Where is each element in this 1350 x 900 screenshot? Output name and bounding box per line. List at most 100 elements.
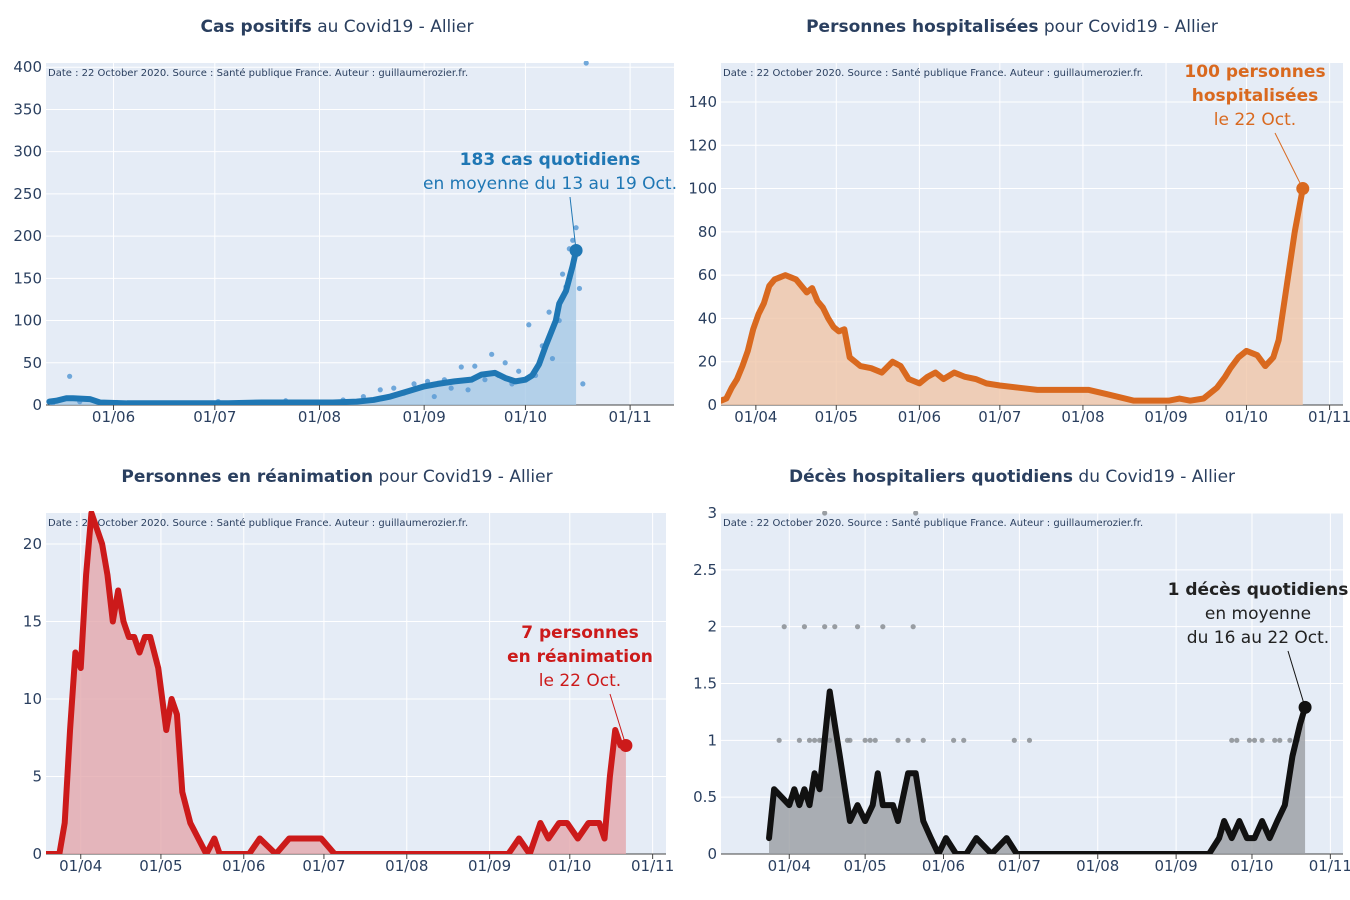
chart-rea: 01/04 01/05 01/06 01/07 01/08 01/09 01/10 01/11… bbox=[23, 511, 674, 875]
y-tick-label: 0.5 bbox=[693, 788, 717, 806]
x-tick-label: 01/05 bbox=[844, 857, 887, 875]
plot-area bbox=[721, 63, 1343, 405]
data-point bbox=[401, 390, 407, 396]
data-point bbox=[583, 61, 589, 66]
chart-deces: 01/04 01/05 01/06 01/07 01/08 01/09 01/10 01/11… bbox=[693, 504, 1350, 875]
data-point bbox=[1229, 737, 1235, 743]
data-point bbox=[411, 381, 417, 387]
annotation-arrow bbox=[1274, 132, 1304, 189]
source-note: Date : 22 October 2020. Source : Santé p… bbox=[723, 517, 1143, 529]
x-tick-label: 01/08 bbox=[1061, 408, 1104, 426]
data-point bbox=[509, 381, 515, 387]
x-tick-label: 01/05 bbox=[139, 857, 182, 875]
y-tick-label: 20 bbox=[23, 535, 42, 553]
data-point bbox=[448, 385, 454, 391]
y-tick-label: 100 bbox=[13, 312, 42, 330]
y-tick-label: 200 bbox=[13, 227, 42, 245]
data-point bbox=[819, 737, 825, 743]
data-point bbox=[283, 398, 289, 404]
data-point bbox=[489, 351, 495, 357]
data-point bbox=[556, 317, 562, 324]
x-tick-label: 01/09 bbox=[403, 408, 446, 426]
data-point bbox=[391, 385, 397, 391]
data-point bbox=[1011, 737, 1017, 743]
annotation-marker bbox=[1296, 182, 1310, 196]
y-tick-label: 0 bbox=[707, 845, 717, 863]
data-point bbox=[905, 737, 911, 743]
data-point bbox=[482, 377, 488, 383]
y-tick-label: 80 bbox=[698, 223, 717, 241]
series-area bbox=[769, 691, 1306, 854]
y-tick-label: 120 bbox=[688, 136, 717, 154]
data-point bbox=[360, 393, 366, 400]
data-point bbox=[844, 737, 851, 743]
x-tick-label: 01/07 bbox=[978, 408, 1021, 426]
plot-area bbox=[721, 513, 1343, 854]
data-point bbox=[50, 400, 56, 405]
data-point bbox=[880, 624, 886, 630]
annotation-text: en moyenne du 13 au 19 Oct. bbox=[423, 174, 677, 194]
series-line bbox=[766, 688, 1309, 854]
data-point bbox=[895, 737, 901, 743]
x-tick-label: 01/09 bbox=[468, 857, 511, 875]
y-tick-label: 350 bbox=[13, 100, 42, 118]
series-area bbox=[721, 188, 1303, 405]
data-point bbox=[502, 360, 508, 366]
y-tick-label: 60 bbox=[698, 266, 717, 284]
data-point bbox=[961, 737, 967, 743]
data-point bbox=[776, 737, 782, 743]
y-tick-label: 300 bbox=[13, 143, 42, 161]
x-tick-label: 01/06 bbox=[222, 857, 265, 875]
data-point bbox=[546, 309, 552, 315]
y-tick-label: 20 bbox=[698, 353, 717, 371]
x-tick-label: 01/11 bbox=[631, 857, 674, 875]
data-point bbox=[570, 237, 576, 243]
x-tick-label: 01/11 bbox=[1309, 857, 1350, 875]
x-tick-label: 01/04 bbox=[734, 408, 777, 426]
y-tick-label: 250 bbox=[13, 185, 42, 203]
plot-series bbox=[766, 511, 1309, 854]
x-tick-label: 01/10 bbox=[1225, 408, 1268, 426]
data-point bbox=[847, 737, 853, 743]
annotation-text: le 22 Oct. bbox=[539, 671, 621, 691]
annotation-arrow bbox=[1287, 650, 1306, 708]
plot-series bbox=[721, 185, 1306, 405]
annotation-text: 7 personnes bbox=[521, 623, 638, 643]
data-point bbox=[832, 624, 838, 630]
data-point bbox=[532, 372, 539, 379]
data-point bbox=[580, 381, 586, 387]
data-point bbox=[811, 737, 818, 743]
data-point bbox=[822, 511, 828, 516]
x-tick-label: 01/07 bbox=[193, 408, 236, 426]
data-point bbox=[340, 397, 346, 403]
plot-series bbox=[46, 511, 629, 854]
data-point bbox=[573, 225, 579, 231]
data-point bbox=[1277, 737, 1283, 743]
data-point bbox=[526, 322, 532, 328]
data-point bbox=[862, 737, 868, 743]
data-point bbox=[516, 368, 522, 374]
annotation-arrow bbox=[609, 693, 627, 746]
x-tick-label: 01/11 bbox=[1308, 408, 1350, 426]
data-point bbox=[1234, 737, 1240, 743]
data-point bbox=[67, 373, 73, 379]
series-line bbox=[46, 511, 629, 854]
data-point bbox=[175, 401, 181, 405]
x-tick-label: 01/06 bbox=[92, 408, 135, 426]
annotation-text: le 22 Oct. bbox=[1214, 110, 1296, 130]
data-point bbox=[77, 399, 83, 405]
y-tick-label: 1.5 bbox=[693, 675, 717, 693]
annotation-text: 183 cas quotidiens bbox=[460, 150, 641, 170]
annotation-text: 100 personnes bbox=[1184, 62, 1325, 82]
plot-area bbox=[46, 513, 666, 854]
x-tick-label: 01/04 bbox=[59, 857, 102, 875]
data-point bbox=[465, 387, 471, 393]
data-point bbox=[1294, 737, 1301, 743]
plot-area bbox=[46, 63, 674, 405]
x-tick-label: 01/09 bbox=[1144, 408, 1187, 426]
data-point bbox=[1259, 737, 1265, 743]
series-line bbox=[721, 185, 1306, 404]
annotation-text: hospitalisées bbox=[1192, 86, 1318, 106]
data-point bbox=[951, 737, 957, 743]
x-tick-label: 01/08 bbox=[298, 408, 341, 426]
